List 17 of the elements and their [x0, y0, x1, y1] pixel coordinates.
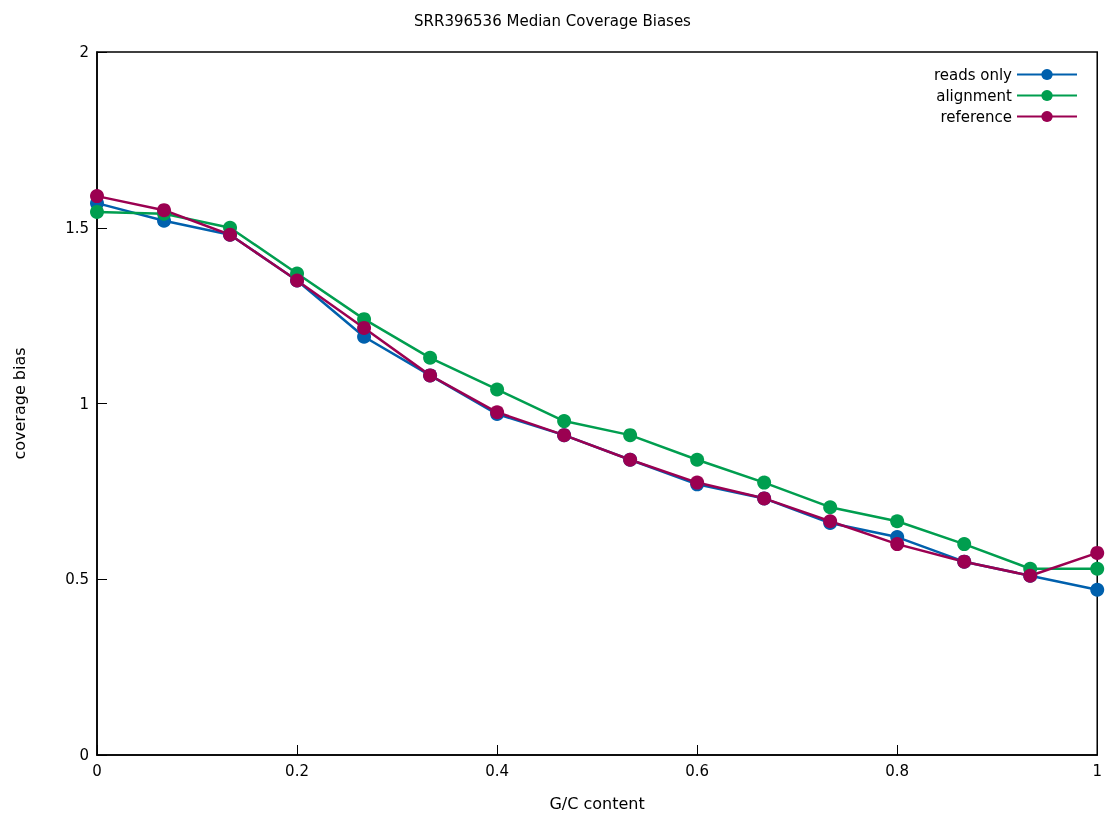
x-tick-label: 0.2: [285, 761, 309, 780]
x-tick-label: 0.4: [485, 761, 510, 780]
chart-title: SRR396536 Median Coverage Biases: [414, 11, 692, 30]
y-axis-title: coverage bias: [9, 347, 29, 460]
x-tick-label: 1: [1092, 761, 1102, 780]
y-tick-label: 2: [79, 43, 89, 61]
x-tick-label: 0.6: [685, 761, 710, 780]
x-axis-title: G/C content: [549, 793, 645, 813]
x-tick-label: 0.8: [885, 761, 910, 780]
legend-label: reference: [940, 107, 1012, 126]
legend-label: alignment: [936, 86, 1013, 105]
legend-label: reads only: [933, 65, 1013, 84]
y-tick-label: 0.5: [65, 570, 89, 589]
y-tick-label: 1: [79, 394, 89, 413]
x-tick-label: 0: [92, 761, 102, 780]
y-tick-label: 1.5: [65, 218, 89, 237]
y-tick-label: 0: [79, 746, 89, 764]
